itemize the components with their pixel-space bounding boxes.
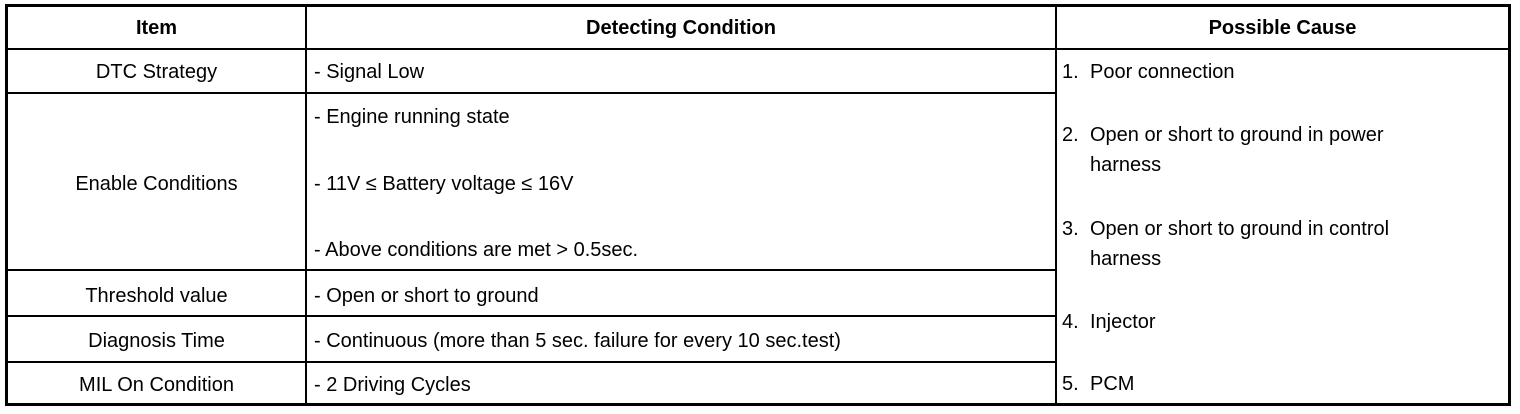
column-divider: [305, 4, 307, 406]
cause-number: 2.: [1062, 124, 1079, 146]
cause-number: 1.: [1062, 61, 1079, 83]
cause-text: Open or short to ground in control: [1090, 218, 1390, 240]
header-item: Item: [135, 17, 178, 39]
row-divider: [5, 92, 1056, 94]
cause-text: Poor connection: [1090, 61, 1235, 83]
header-divider: [5, 48, 1511, 50]
cause-text: harness: [1090, 248, 1162, 270]
cause-number: 5.: [1062, 373, 1079, 395]
row-divider: [5, 361, 1056, 363]
item-mil-on-condition: MIL On Condition: [79, 374, 234, 396]
dtc-table: [5, 4, 1511, 406]
cause-text: harness: [1090, 154, 1162, 176]
row-divider: [5, 315, 1056, 317]
condition-text: - Above conditions are met > 0.5sec.: [314, 239, 639, 261]
cause-text: Injector: [1090, 311, 1156, 333]
header-detecting-condition: Detecting Condition: [586, 17, 776, 39]
item-threshold-value: Threshold value: [85, 285, 228, 307]
condition-text: - Open or short to ground: [314, 285, 539, 307]
item-dtc-strategy: DTC Strategy: [95, 61, 218, 83]
condition-text: - Continuous (more than 5 sec. failure f…: [314, 330, 841, 352]
cause-text: PCM: [1090, 373, 1135, 395]
cause-number: 4.: [1062, 311, 1079, 333]
condition-text: - Signal Low: [314, 61, 425, 83]
header-possible-cause: Possible Cause: [1208, 17, 1357, 39]
condition-text: - 2 Driving Cycles: [314, 374, 471, 396]
cause-text: Open or short to ground in power: [1090, 124, 1384, 146]
row-divider: [5, 269, 1056, 271]
condition-text: - 11V ≤ Battery voltage ≤ 16V: [314, 173, 574, 195]
column-divider: [1055, 4, 1057, 406]
cause-number: 3.: [1062, 218, 1079, 240]
item-enable-conditions: Enable Conditions: [75, 173, 238, 195]
condition-text: - Engine running state: [314, 106, 510, 128]
item-diagnosis-time: Diagnosis Time: [88, 330, 225, 352]
